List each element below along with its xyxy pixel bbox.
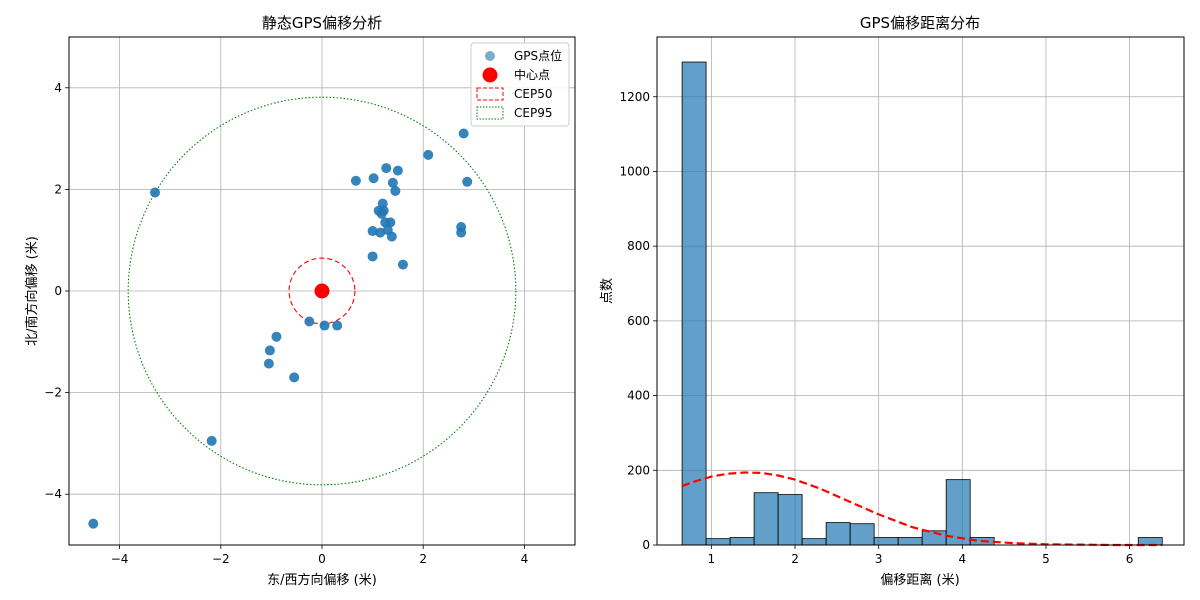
histogram-bar (945, 479, 971, 546)
scatter-x-tick-label: 2 (419, 552, 427, 566)
legend-label-cep95: CEP95 (514, 106, 552, 120)
gps-point (368, 173, 379, 184)
histogram-bar (777, 494, 803, 546)
gps-point (304, 316, 315, 327)
histogram-bar (729, 537, 755, 546)
histogram-bar (1137, 537, 1163, 546)
histogram-x-tick-label: 6 (1126, 552, 1134, 566)
legend-box (470, 42, 570, 127)
scatter-y-tick-label: −4 (44, 487, 62, 501)
gps-point (381, 163, 392, 174)
histogram-bar (825, 522, 851, 546)
legend-marker-cep50 (476, 87, 504, 101)
gps-point (462, 176, 473, 187)
gps-point (150, 187, 161, 198)
gps-point (458, 128, 469, 139)
scatter-panel: 静态GPS偏移分析 −4 −2 0 2 4 −4 −2 0 2 4 东/西方向偏移 (米) 北/南… (24, 14, 576, 588)
histogram-x-axis-label: 偏移距离 (米) (880, 572, 959, 588)
scatter-x-tick-label: −2 (212, 552, 230, 566)
histogram-y-tick-label: 400 (627, 389, 650, 403)
gps-point (423, 149, 434, 160)
scatter-y-tick-label: 2 (54, 182, 62, 196)
histogram-y-tick-label: 600 (627, 314, 650, 328)
gps-point (385, 217, 396, 228)
scatter-x-axis-label: 东/西方向偏移 (米) (267, 572, 377, 588)
histogram-bar (753, 492, 779, 546)
histogram-y-tick-label: 0 (642, 538, 650, 552)
histogram-y-tick-label: 1200 (619, 90, 650, 104)
circle-cep95 (127, 96, 517, 486)
histogram-panel: GPS偏移距离分布 1 2 3 4 5 6 0 200 400 600 800 1000 1200 偏移… (600, 14, 1185, 588)
legend-label-center: 中心点 (514, 67, 550, 82)
histogram-x-tick-label: 5 (1042, 552, 1050, 566)
gps-point (88, 518, 99, 529)
gps-point (206, 435, 217, 446)
histogram-y-tick-label: 1000 (619, 164, 650, 178)
histogram-x-tick-label: 3 (875, 552, 883, 566)
gps-point (397, 259, 408, 270)
scatter-x-tick-label: −4 (111, 552, 129, 566)
gps-point (319, 320, 330, 331)
histogram-y-axis-label: 点数 (600, 278, 615, 304)
histogram-bar (897, 537, 923, 546)
gps-point (271, 331, 282, 342)
histogram-bar (849, 523, 875, 546)
scatter-y-tick-label: 4 (54, 81, 62, 95)
histogram-x-tick-label: 1 (708, 552, 716, 566)
histogram-x-tick-label: 2 (791, 552, 799, 566)
gps-point (289, 372, 300, 383)
gps-point (387, 177, 398, 188)
center-point (314, 283, 330, 299)
histogram-bar (681, 61, 707, 546)
gps-point (367, 251, 378, 262)
gps-point (263, 358, 274, 369)
histogram-bar (873, 537, 899, 546)
gps-point (386, 231, 397, 242)
histogram-y-tick-label: 800 (627, 239, 650, 253)
scatter-legend: GPS点位 中心点 CEP50 CEP95 (470, 42, 570, 127)
histogram-title: GPS偏移距离分布 (860, 14, 980, 32)
scatter-ticks: −4 −2 0 2 4 −4 −2 0 2 4 (44, 81, 528, 566)
legend-label-gps-points: GPS点位 (514, 48, 562, 63)
scatter-marks (88, 96, 517, 529)
gps-point (332, 320, 343, 331)
gps-point (456, 221, 467, 232)
legend-marker-cep95 (476, 106, 504, 120)
histogram-y-tick-label: 200 (627, 463, 650, 477)
scatter-x-tick-label: 4 (521, 552, 529, 566)
gps-point (392, 165, 403, 176)
histogram-bar (801, 538, 827, 546)
scatter-y-tick-label: −2 (44, 386, 62, 400)
gps-point (264, 345, 275, 356)
scatter-y-axis-label: 北/南方向偏移 (米) (24, 236, 40, 346)
histogram-ticks: 1 2 3 4 5 6 0 200 400 600 800 1000 1200 (619, 90, 1133, 566)
gps-point (378, 205, 389, 216)
gps-point (375, 227, 386, 238)
histogram-x-tick-label: 4 (959, 552, 967, 566)
legend-label-cep50: CEP50 (514, 87, 552, 101)
scatter-y-tick-label: 0 (54, 284, 62, 298)
legend-marker-gps-points (485, 51, 495, 61)
gps-point (350, 175, 361, 186)
histogram-curve (681, 471, 1163, 547)
histogram-bar (705, 538, 731, 546)
legend-marker-center (482, 67, 498, 83)
gps-point (367, 226, 378, 237)
scatter-title: 静态GPS偏移分析 (262, 14, 382, 32)
density-curve (681, 471, 1163, 547)
scatter-x-tick-label: 0 (318, 552, 326, 566)
gps-point (390, 185, 401, 196)
histogram-axes-frame (656, 36, 1185, 546)
